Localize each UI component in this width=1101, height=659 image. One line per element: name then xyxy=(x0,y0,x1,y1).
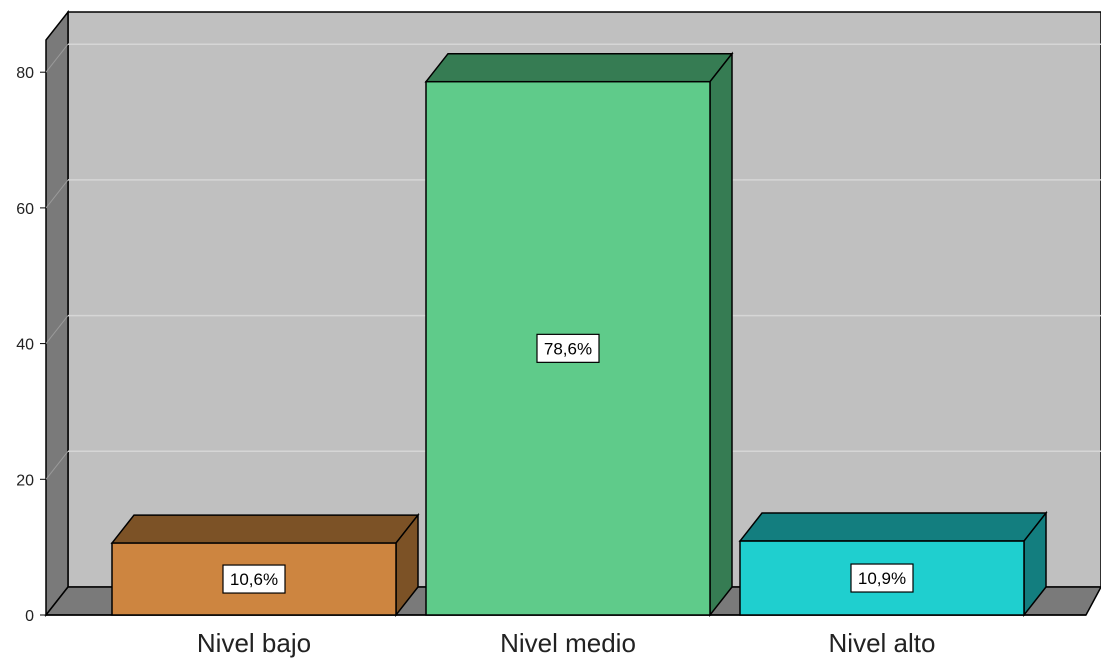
bars: 10,6% 78,6% 10,9% xyxy=(110,51,1048,618)
gridline-side xyxy=(45,43,69,73)
gridline-side xyxy=(45,315,69,344)
y-tick-label: 60 xyxy=(16,201,34,218)
bar-group: 78,6% xyxy=(424,51,734,618)
gridline-side xyxy=(45,450,69,480)
data-label: 10,6% xyxy=(230,570,278,589)
x-category-label: Nivel bajo xyxy=(197,628,311,658)
bar-top xyxy=(424,52,734,83)
y-tick-label: 20 xyxy=(16,472,34,489)
data-label: 10,9% xyxy=(858,569,906,588)
bar-group: 10,6% xyxy=(110,512,420,618)
y-tick-label: 0 xyxy=(25,608,34,625)
bar-side xyxy=(709,51,733,618)
bar-top xyxy=(738,512,1048,542)
x-category-label: Nivel medio xyxy=(500,628,636,658)
y-tick-label: 80 xyxy=(16,65,34,82)
y-tick-label: 40 xyxy=(16,337,34,354)
x-axis: Nivel bajo Nivel medio Nivel alto xyxy=(197,628,936,658)
data-label: 78,6% xyxy=(544,339,592,358)
bar-top xyxy=(110,514,420,544)
data-label-box xyxy=(222,564,286,594)
gridline-side xyxy=(45,179,69,209)
data-label-box xyxy=(536,333,600,363)
data-label-box xyxy=(850,563,914,593)
bar-group: 10,9% xyxy=(738,510,1048,618)
left-wall xyxy=(45,9,69,618)
x-category-label: Nivel alto xyxy=(829,628,936,658)
